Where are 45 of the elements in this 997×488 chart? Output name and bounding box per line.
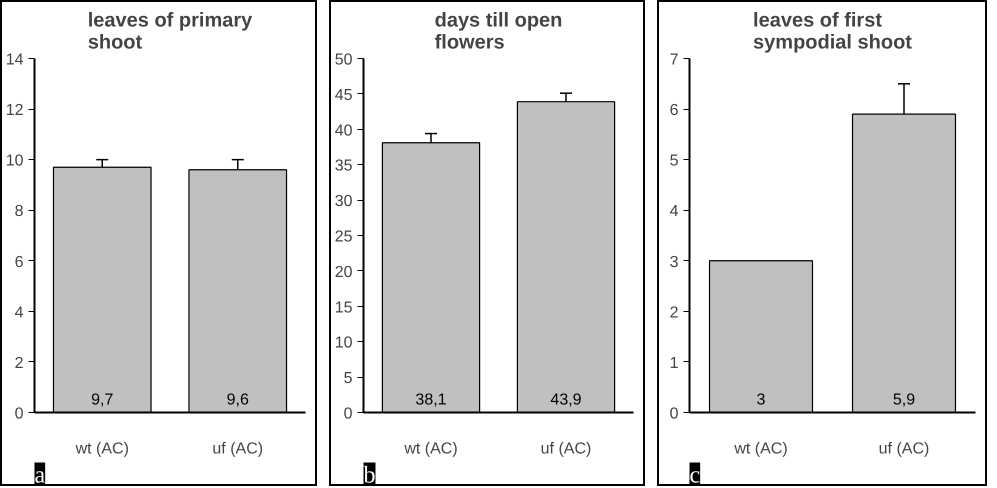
chart-title: days till open flowers xyxy=(434,10,562,54)
y-tick-label: 30 xyxy=(334,193,353,210)
y-tick-label: 7 xyxy=(670,52,679,68)
x-tick-label: wt (AC) xyxy=(403,440,458,458)
y-tick-label: 8 xyxy=(14,203,24,220)
y-tick-label: 4 xyxy=(14,304,24,322)
x-tick-label: uf (AC) xyxy=(212,440,264,458)
y-tick-label: 2 xyxy=(14,354,24,372)
text: b xyxy=(364,462,376,488)
y-tick-label: 0 xyxy=(670,406,679,422)
y-tick-label: 4 xyxy=(670,203,679,220)
x-tick-label: wt (AC) xyxy=(74,440,129,458)
y-tick-label: 0 xyxy=(344,406,353,422)
y-tick-label: 3 xyxy=(670,254,679,271)
chart-title: leaves of first sympodial shoot xyxy=(753,10,912,54)
y-tick-label: 35 xyxy=(334,158,353,175)
y-tick-label: 14 xyxy=(6,52,24,68)
y-tick-label: 6 xyxy=(670,102,679,120)
data-label: 38,1 xyxy=(415,392,447,408)
y-tick-label: 10 xyxy=(6,152,24,170)
y-tick-label: 50 xyxy=(334,52,353,68)
y-tick-label: 20 xyxy=(334,264,353,281)
y-tick-label: 45 xyxy=(334,86,353,104)
data-label: 5,9 xyxy=(892,392,916,408)
y-tick-label: 12 xyxy=(6,102,24,120)
y-tick-label: 25 xyxy=(334,228,353,246)
data-label: 43,9 xyxy=(550,392,582,408)
y-tick-label: 10 xyxy=(334,334,353,352)
y-tick-label: 0 xyxy=(14,406,24,422)
data-label: 9,7 xyxy=(91,392,114,408)
data-label: 9,6 xyxy=(226,392,249,408)
data-label: 3 xyxy=(756,392,766,408)
y-tick-label: 6 xyxy=(14,254,24,271)
y-tick-label: 1 xyxy=(670,354,679,372)
y-tick-label: 5 xyxy=(670,152,679,170)
y-tick-label: 5 xyxy=(344,370,353,388)
x-tick-label: uf (AC) xyxy=(540,440,592,458)
x-tick-label: wt (AC) xyxy=(733,440,788,458)
text: a xyxy=(34,462,46,488)
text: c xyxy=(690,462,700,488)
y-tick-label: 40 xyxy=(334,122,353,140)
chart-title: leaves of primary shoot xyxy=(88,10,254,54)
y-tick-label: 2 xyxy=(670,304,679,322)
y-tick-label: 15 xyxy=(334,299,353,316)
x-tick-label: uf (AC) xyxy=(878,440,930,458)
